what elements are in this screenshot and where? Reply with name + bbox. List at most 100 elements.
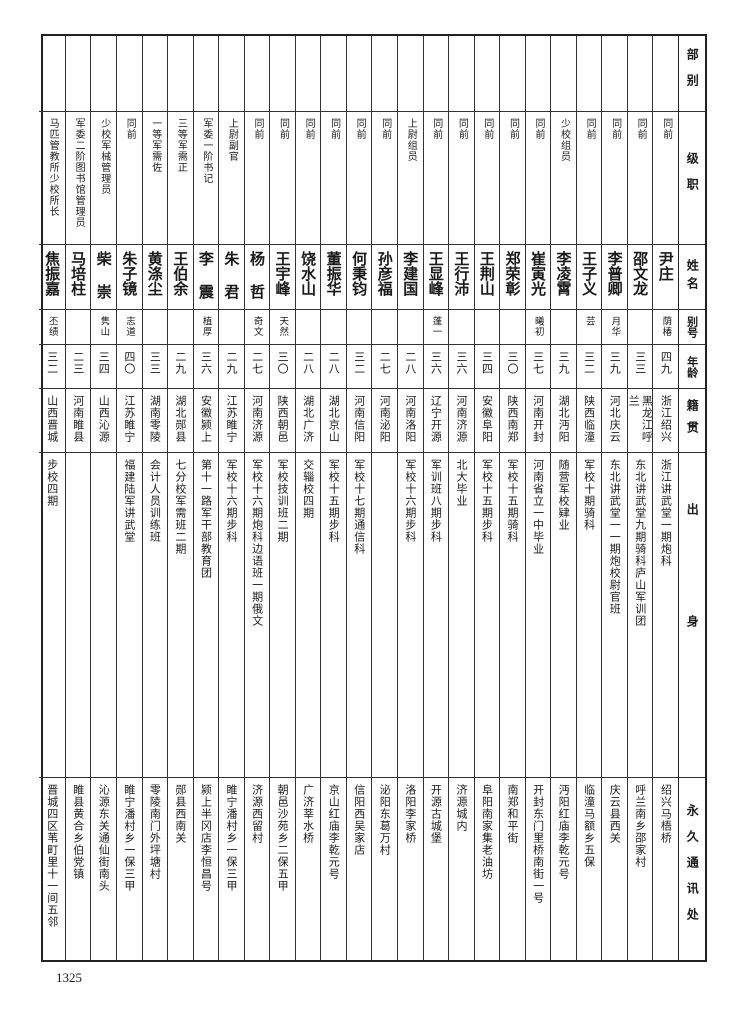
- alias-cell: [500, 310, 525, 345]
- education-cell: 福建陆军讲武堂: [116, 453, 142, 778]
- native-place-cell: 浙江绍兴: [653, 389, 678, 453]
- name-text: 王子义: [580, 251, 599, 296]
- native-place-cell: 湖北京山: [321, 389, 346, 453]
- name-cell: 李 震: [193, 245, 219, 310]
- permanent-address-cell: 广济莘水桥: [296, 778, 321, 960]
- education-cell: 会计人员训练班: [142, 453, 168, 778]
- native-place-text: 湖北京山: [327, 395, 341, 443]
- permanent-address-cell: 南郑和平街: [500, 778, 525, 960]
- education-cell: 北大毕业: [449, 453, 474, 778]
- alias-cell: [142, 310, 168, 345]
- age-cell: 三二: [39, 345, 65, 389]
- record-column: 同前 饶水山 二八 湖北广济 交辎校四期 广济莘水桥: [294, 36, 321, 960]
- record-column: 同前 李普卿 月华 三九 河北庆云 东北讲武堂一一期炮校尉官班 庆云县西关: [601, 36, 627, 960]
- education-cell: 随营军校肄业: [551, 453, 576, 778]
- rank-text: 同前: [456, 118, 468, 140]
- name-text: 郑荣彰: [503, 251, 522, 296]
- education-cell: 河南省立一中毕业: [525, 453, 551, 778]
- header-age-text: 年龄: [685, 355, 699, 378]
- permanent-address-cell: 信阳西吴家店: [347, 778, 372, 960]
- alias-cell: [346, 310, 372, 345]
- name-text: 朱子镜: [120, 251, 139, 296]
- record-column: 军委一阶书记李 震植厚 三六 安徽颍上 第十一路军干部教育团 颍上半冈店李恒昌号: [192, 36, 219, 960]
- name-text: 朱 君: [222, 251, 241, 299]
- education-cell: 第十一路军干部教育团: [193, 453, 219, 778]
- permanent-address-cell: 济源西留村: [245, 778, 270, 960]
- education-text: 会计人员训练班: [148, 459, 162, 543]
- department-cell: [244, 36, 270, 112]
- permanent-address-text: 朝邑沙苑乡二保五甲: [276, 784, 290, 892]
- native-place-cell: 安徽阜阳: [474, 389, 500, 453]
- name-cell: 孙彦福: [372, 245, 397, 310]
- education-cell: 军校十五期步科: [474, 453, 500, 778]
- name-text: 黄涤尘: [145, 251, 164, 296]
- age-cell: 三二: [346, 345, 372, 389]
- permanent-address-text: 信阳西吴家店: [352, 784, 366, 856]
- name-text: 柴 崇: [94, 251, 113, 299]
- native-place-cell: 黑龙江呼兰: [627, 389, 653, 453]
- age-text: 二八: [403, 351, 417, 375]
- education-text: 北大毕业: [454, 459, 468, 507]
- department-cell: [500, 36, 525, 112]
- department-cell: [627, 36, 653, 112]
- permanent-address-cell: 睢县黄合乡伯党镇: [66, 778, 91, 960]
- age-text: 三二: [45, 351, 59, 375]
- name-cell: 杨 哲: [244, 245, 270, 310]
- education-text: 军校十六期步科: [403, 459, 417, 543]
- age-text: 二九: [225, 351, 239, 375]
- native-place-text: 河南济源: [454, 395, 468, 443]
- native-place-cell: 河南济源: [449, 389, 474, 453]
- native-place-text: 陕西朝邑: [276, 395, 290, 443]
- rank-cell: 同前: [295, 112, 321, 245]
- age-text: 二九: [173, 351, 187, 375]
- alias-cell: 天然: [270, 310, 295, 345]
- native-place-text: 河南开封: [531, 395, 545, 443]
- education-cell: 军校十五期骑科: [500, 453, 525, 778]
- native-place-text: 河南泌阳: [378, 395, 392, 443]
- rank-text: 同前: [584, 118, 596, 140]
- department-cell: [91, 36, 116, 112]
- name-cell: 郑荣彰: [500, 245, 525, 310]
- alias-cell: 隽山: [91, 310, 116, 345]
- alias-text: 蓬一: [430, 316, 442, 337]
- rank-cell: 同前: [244, 112, 270, 245]
- permanent-address-text: 睢县黄合乡伯党镇: [71, 784, 85, 880]
- native-place-text: 浙江绍兴: [659, 395, 673, 443]
- permanent-address-text: 睢宁潘村乡一保三甲: [225, 784, 239, 892]
- record-column: 同前 何秉钧 三二 河南信阳 军校十七期通信科 信阳西吴家店: [345, 36, 372, 960]
- age-cell: 三〇: [270, 345, 295, 389]
- native-place-cell: 陕西临潼: [576, 389, 602, 453]
- alias-cell: 丕绩: [39, 310, 65, 345]
- education-text: 第十一路军干部教育团: [199, 459, 213, 579]
- record-column: 同前杨 哲奇文 二七 河南济源 军校十六期炮科边语班一期俄文 济源西留村: [243, 36, 270, 960]
- alias-cell: [219, 310, 244, 345]
- name-text: 王伯余: [171, 251, 190, 296]
- alias-text: 曦初: [532, 316, 544, 337]
- permanent-address-text: 颍上半冈店李恒昌号: [199, 784, 213, 892]
- age-cell: 二八: [321, 345, 346, 389]
- rank-text: 同前: [660, 118, 672, 140]
- permanent-address-cell: 洛阳李家桥: [398, 778, 423, 960]
- department-cell: [116, 36, 142, 112]
- education-text: 浙江讲武堂一期炮科: [659, 459, 673, 567]
- personnel-table: 部别 级职 姓名 别号 年龄 籍贯 出身 永久通讯处 同前 尹庄 荫椿 四九 浙江绍兴 浙江讲武堂一期炮科…: [39, 34, 707, 962]
- native-place-text: 江苏睢宁: [122, 395, 136, 443]
- rank-text: 同前: [277, 118, 289, 140]
- header-native-place-text: 籍贯: [685, 398, 700, 443]
- native-place-text: 陕西临潼: [582, 395, 596, 443]
- permanent-address-text: 南郑和平街: [506, 784, 520, 844]
- permanent-address-cell: 开封东门里桥南街一号: [526, 778, 551, 960]
- name-cell: 王宇峰: [270, 245, 295, 310]
- permanent-address-text: 京山红庙李乾元号: [327, 784, 341, 880]
- alias-text: 芸: [583, 316, 595, 327]
- record-column: 同前 王荆山 三四 安徽阜阳 军校十五期步科 阜阳南家集老油坊: [473, 36, 500, 960]
- education-text: 福建陆军讲武堂: [122, 459, 136, 543]
- permanent-address-text: 呼兰南乡邵家村: [633, 784, 647, 868]
- record-column: 同前 崔寅光 曦初 三七 河南开封 河南省立一中毕业 开封东门里桥南街一号: [524, 36, 551, 960]
- alias-text: 荫椿: [660, 316, 672, 337]
- rank-text: 同前: [303, 118, 315, 140]
- name-cell: 王荆山: [474, 245, 500, 310]
- alias-cell: [551, 310, 576, 345]
- native-place-cell: 河南洛阳: [397, 389, 423, 453]
- age-cell: 二九: [168, 345, 193, 389]
